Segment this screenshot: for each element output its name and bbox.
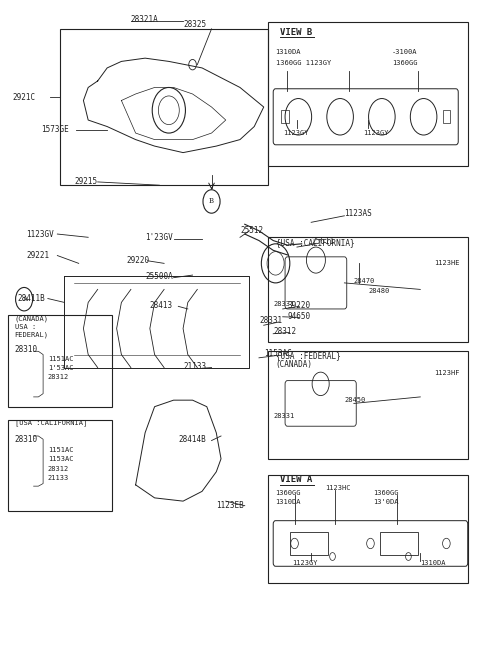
Text: 1123GV: 1123GV	[26, 229, 54, 238]
Text: 1360GG: 1360GG	[373, 489, 398, 495]
Text: (CANADA): (CANADA)	[14, 315, 48, 322]
Text: A: A	[22, 295, 26, 303]
Text: 1123EB: 1123EB	[216, 501, 244, 510]
Bar	[268, 475, 468, 583]
Text: 28312: 28312	[48, 374, 69, 380]
Text: 1310DA: 1310DA	[276, 499, 301, 505]
Text: VIEW A: VIEW A	[280, 475, 312, 484]
Text: 1123HC: 1123HC	[325, 485, 351, 491]
Text: 25512: 25512	[240, 226, 263, 235]
Bar	[443, 110, 450, 124]
Text: 28331: 28331	[259, 316, 282, 325]
Text: 39220: 39220	[288, 300, 311, 309]
Text: FEDERAL): FEDERAL)	[14, 331, 48, 338]
Text: 1360GG: 1360GG	[392, 60, 417, 66]
Text: 28331: 28331	[273, 302, 294, 307]
Bar	[8, 420, 112, 511]
Text: 1151AC: 1151AC	[48, 356, 73, 362]
Text: 1123GY: 1123GY	[363, 130, 389, 136]
Text: (CANADA): (CANADA)	[276, 360, 312, 369]
Text: 28310: 28310	[14, 435, 38, 443]
Text: 21133: 21133	[48, 474, 69, 481]
Bar	[281, 110, 289, 124]
Text: 28331: 28331	[273, 413, 294, 419]
Text: 21133: 21133	[183, 363, 206, 371]
Text: [USA :CALIFORNIA]: [USA :CALIFORNIA]	[14, 420, 87, 426]
Text: 1'53AC: 1'53AC	[48, 365, 73, 371]
Bar	[268, 22, 468, 166]
Text: 1'23GV: 1'23GV	[145, 233, 173, 242]
Text: 28325: 28325	[183, 20, 206, 30]
Text: 28450: 28450	[344, 397, 366, 403]
Text: 1310DA: 1310DA	[420, 560, 446, 566]
Bar	[268, 237, 468, 342]
Text: 1123HE: 1123HE	[434, 260, 460, 266]
Text: 28411B: 28411B	[17, 294, 45, 303]
Text: 1360GG: 1360GG	[276, 489, 301, 495]
Text: 28321A: 28321A	[131, 14, 158, 24]
Text: 1153AC: 1153AC	[264, 350, 291, 359]
Text: 94650: 94650	[288, 311, 311, 321]
Text: USA :: USA :	[14, 323, 36, 330]
Bar	[268, 351, 468, 459]
Text: 28414B: 28414B	[179, 435, 206, 443]
Text: {USA :FEDERAL}: {USA :FEDERAL}	[276, 351, 340, 360]
Bar	[8, 315, 112, 407]
Bar	[380, 532, 418, 555]
Circle shape	[203, 190, 220, 213]
Text: 1123HF: 1123HF	[434, 370, 460, 376]
Text: 28470: 28470	[354, 278, 375, 284]
Bar	[290, 532, 328, 555]
Text: {USA :CALIFORNIA}: {USA :CALIFORNIA}	[276, 238, 354, 247]
Text: 28312: 28312	[48, 466, 69, 472]
Text: 29221: 29221	[26, 251, 49, 260]
Text: 29215: 29215	[74, 177, 97, 187]
Text: 28413: 28413	[150, 300, 173, 309]
Text: 25611: 25611	[311, 237, 334, 246]
Text: VIEW B: VIEW B	[280, 28, 312, 37]
Text: 28312: 28312	[273, 327, 296, 336]
Circle shape	[15, 288, 33, 311]
Text: 1123GY: 1123GY	[292, 560, 318, 566]
Bar	[60, 29, 268, 185]
Text: 1310DA: 1310DA	[276, 49, 301, 55]
Text: B: B	[209, 198, 214, 206]
Text: 1153AC: 1153AC	[48, 457, 73, 463]
Text: 29220: 29220	[126, 256, 149, 265]
Text: 1123GY: 1123GY	[283, 130, 308, 136]
Text: 25500A: 25500A	[145, 272, 173, 281]
Text: 1151AC: 1151AC	[48, 447, 73, 453]
Text: 2921C: 2921C	[12, 93, 36, 102]
Text: 1360GG 1123GY: 1360GG 1123GY	[276, 60, 331, 66]
Text: -3100A: -3100A	[392, 49, 417, 55]
Text: 28480: 28480	[368, 288, 389, 294]
Text: 13'0DA: 13'0DA	[373, 499, 398, 505]
Text: 28310: 28310	[14, 345, 38, 354]
Text: 1573GE: 1573GE	[41, 125, 69, 134]
Text: 1123AS: 1123AS	[344, 209, 372, 217]
